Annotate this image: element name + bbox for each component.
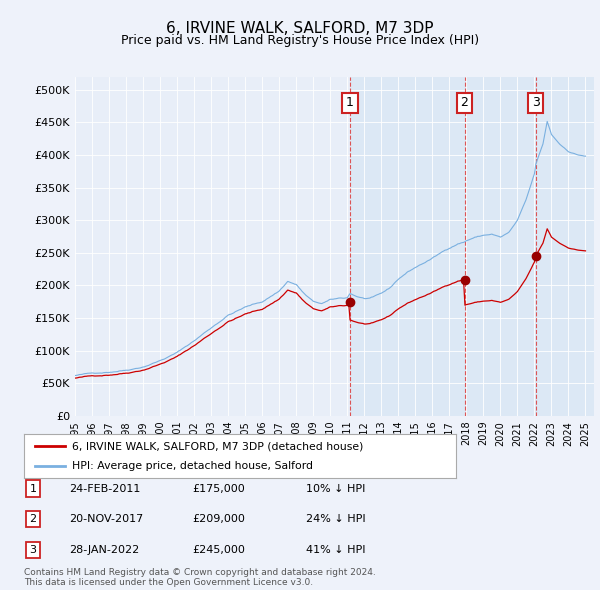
Bar <box>350 77 594 416</box>
Text: 6, IRVINE WALK, SALFORD, M7 3DP: 6, IRVINE WALK, SALFORD, M7 3DP <box>166 21 434 35</box>
Text: Price paid vs. HM Land Registry's House Price Index (HPI): Price paid vs. HM Land Registry's House … <box>121 34 479 47</box>
Text: 41% ↓ HPI: 41% ↓ HPI <box>306 545 365 555</box>
Text: 24-FEB-2011: 24-FEB-2011 <box>69 484 140 493</box>
Text: 20-NOV-2017: 20-NOV-2017 <box>69 514 143 524</box>
Text: £209,000: £209,000 <box>192 514 245 524</box>
Text: 24% ↓ HPI: 24% ↓ HPI <box>306 514 365 524</box>
Text: 2: 2 <box>29 514 37 524</box>
Text: 2: 2 <box>461 96 469 109</box>
Text: £245,000: £245,000 <box>192 545 245 555</box>
Text: HPI: Average price, detached house, Salford: HPI: Average price, detached house, Salf… <box>71 461 313 471</box>
Text: 1: 1 <box>346 96 354 109</box>
Text: 10% ↓ HPI: 10% ↓ HPI <box>306 484 365 493</box>
Text: £175,000: £175,000 <box>192 484 245 493</box>
Text: 1: 1 <box>29 484 37 493</box>
Text: 3: 3 <box>29 545 37 555</box>
Text: 6, IRVINE WALK, SALFORD, M7 3DP (detached house): 6, IRVINE WALK, SALFORD, M7 3DP (detache… <box>71 441 363 451</box>
Text: Contains HM Land Registry data © Crown copyright and database right 2024.
This d: Contains HM Land Registry data © Crown c… <box>24 568 376 587</box>
Text: 28-JAN-2022: 28-JAN-2022 <box>69 545 139 555</box>
Text: 3: 3 <box>532 96 540 109</box>
